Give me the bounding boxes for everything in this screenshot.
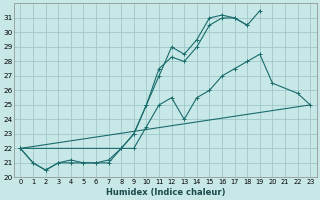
X-axis label: Humidex (Indice chaleur): Humidex (Indice chaleur) [106,188,225,197]
